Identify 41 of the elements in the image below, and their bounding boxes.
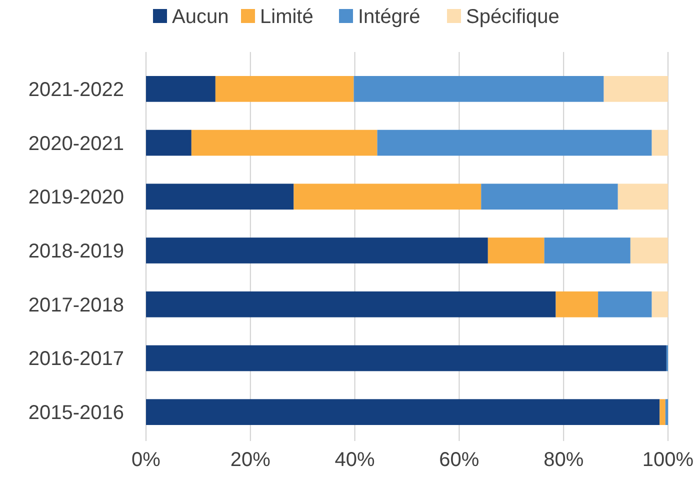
x-tick-label: 0% (132, 449, 161, 471)
bar (660, 399, 666, 425)
y-tick-label: 2017-2018 (28, 294, 124, 316)
x-tick-label: 80% (544, 449, 584, 471)
bar (146, 184, 294, 210)
legend-label: Aucun (172, 6, 229, 28)
legend-label: Intégré (358, 6, 420, 28)
bar (146, 238, 488, 264)
y-tick-label: 2018-2019 (28, 240, 124, 262)
bar (146, 130, 192, 156)
x-tick-label: 40% (334, 449, 376, 471)
bar (146, 291, 556, 318)
bar (215, 76, 354, 102)
bar (618, 184, 668, 210)
x-tick-label: 60% (439, 449, 480, 471)
bar (630, 238, 668, 264)
bar (377, 130, 652, 156)
bar (556, 291, 598, 318)
bar (665, 399, 668, 425)
legend-label: Limité (260, 6, 314, 28)
x-tick-label: 20% (230, 449, 271, 471)
bar (598, 291, 652, 318)
y-tick-label: 2019-2020 (28, 186, 124, 209)
bar (652, 130, 668, 156)
bar (488, 238, 544, 264)
legend-label: Spécifique (466, 6, 560, 28)
bar (146, 345, 666, 372)
bar (146, 399, 660, 425)
y-tick-label: 2021-2022 (28, 78, 124, 101)
y-tick-label: 2020-2021 (28, 132, 124, 155)
bar (652, 291, 668, 318)
bar (146, 76, 216, 102)
y-tick-label: 2016-2017 (28, 348, 124, 370)
bar (604, 76, 668, 102)
bar (294, 184, 482, 210)
bar (481, 184, 618, 210)
bar (354, 76, 604, 102)
y-tick-label: 2015-2016 (28, 402, 124, 424)
bar (191, 130, 378, 156)
bar (544, 238, 630, 264)
x-tick-label: 100% (642, 449, 694, 471)
